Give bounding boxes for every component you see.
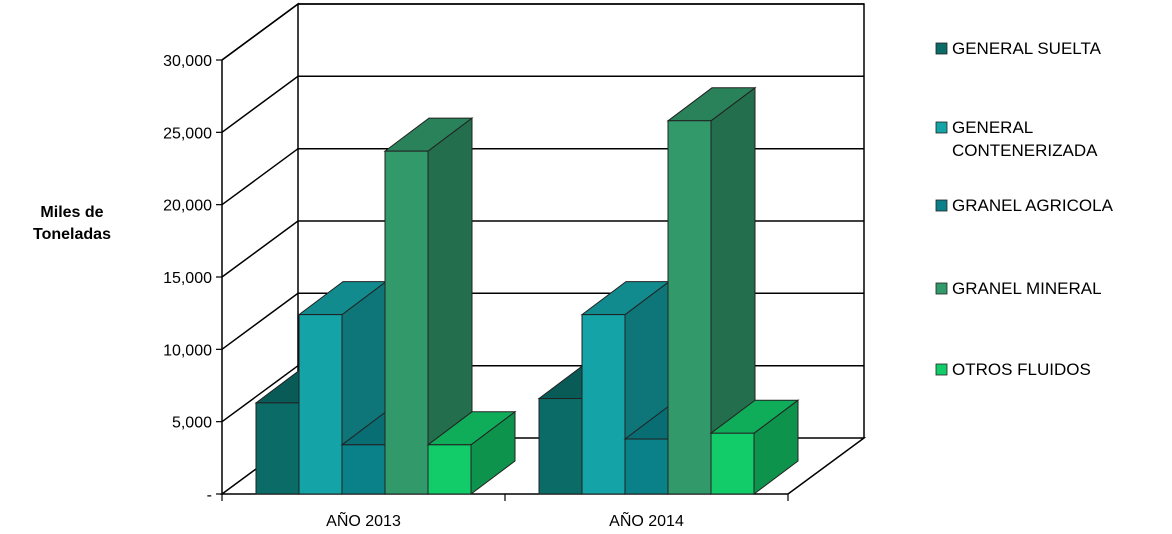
legend-label: GRANEL AGRICOLA	[952, 196, 1114, 215]
y-tick-label: 5,000	[172, 415, 212, 432]
gridline	[221, 147, 864, 206]
legend-item: OTROS FLUIDOS	[935, 360, 1091, 379]
y-axis-label: Miles de Toneladas	[33, 204, 111, 243]
bar	[383, 117, 474, 495]
legend-item: GRANEL AGRICOLA	[935, 196, 1114, 215]
y-tick-label: 10,000	[163, 342, 212, 359]
bar	[426, 410, 517, 495]
y-tick-label: 15,000	[163, 270, 212, 287]
bar	[709, 399, 800, 495]
legend-swatch	[935, 42, 948, 55]
gridline	[221, 3, 864, 61]
legend-item: GENERAL SUELTA	[935, 39, 1102, 58]
legend-label: OTROS FLUIDOS	[952, 360, 1091, 379]
y-axis-label-line: Toneladas	[33, 226, 111, 243]
y-tick-label: 30,000	[163, 53, 212, 70]
x-tick-label: AÑO 2013	[326, 510, 401, 530]
x-tick-label: AÑO 2014	[609, 510, 684, 530]
x-axis-ticks: AÑO 2013 AÑO 2014	[221, 494, 789, 530]
bar	[666, 86, 757, 495]
legend-swatch	[935, 121, 948, 134]
y-axis-ticks: - 5,000 10,000 15,000 20,000 25,000 30,000	[163, 53, 222, 504]
gridlines	[221, 3, 864, 423]
legend-label: GRANEL MINERAL	[952, 279, 1102, 298]
legend-label: CONTENERIZADA	[952, 141, 1098, 160]
legend-item: GRANEL MINERAL	[935, 279, 1102, 298]
legend-swatch	[935, 282, 948, 295]
gridline	[221, 220, 864, 278]
y-tick-label: 25,000	[163, 125, 212, 142]
y-tick-label: -	[207, 487, 212, 504]
y-axis-label-line: Miles de	[40, 204, 103, 221]
gridline	[221, 75, 864, 133]
legend-label: GENERAL SUELTA	[952, 39, 1102, 58]
bars	[254, 86, 800, 495]
legend: GENERAL SUELTA GENERAL CONTENERIZADA GRANEL…	[935, 39, 1114, 379]
legend-item: GENERAL CONTENERIZADA	[935, 118, 1098, 160]
legend-label: GENERAL	[952, 118, 1033, 137]
legend-swatch	[935, 363, 948, 376]
y-tick-label: 20,000	[163, 198, 212, 215]
legend-swatch	[935, 199, 948, 212]
